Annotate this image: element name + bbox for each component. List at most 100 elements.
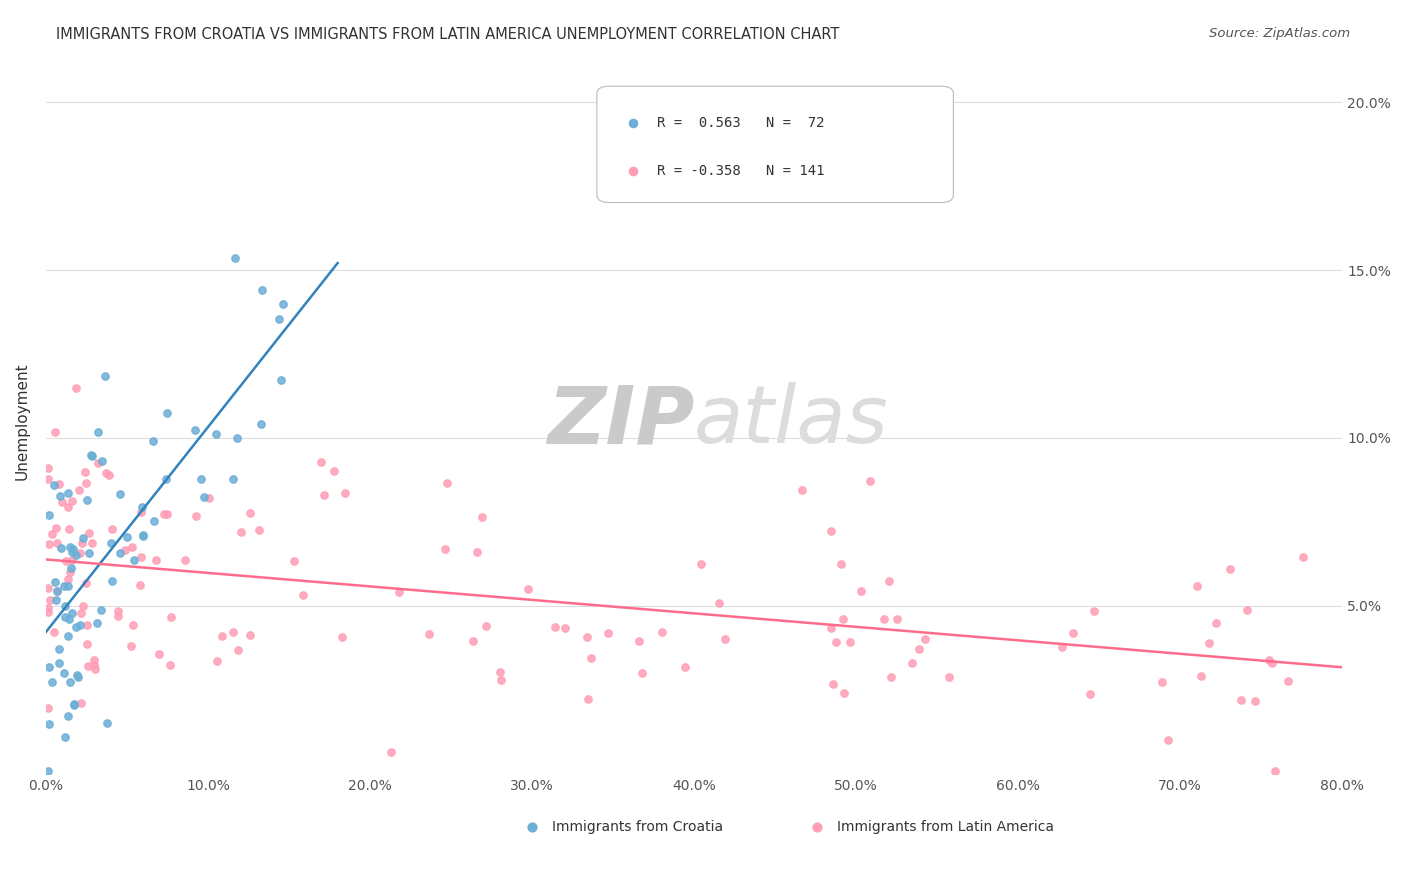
Point — [839, 635, 862, 649]
Point — [673, 659, 696, 673]
Point — [65, 548, 87, 562]
Point — [56, 500, 79, 515]
Point — [37, 472, 59, 486]
Point — [221, 472, 243, 486]
Point — [45, 584, 67, 599]
Point — [58, 522, 80, 536]
Point — [333, 486, 356, 500]
Point — [46, 535, 69, 549]
Point — [651, 624, 673, 639]
Point — [75, 476, 97, 491]
Point — [80, 449, 103, 463]
Point — [153, 507, 176, 521]
Text: Immigrants from Latin America: Immigrants from Latin America — [837, 820, 1053, 834]
Point — [380, 744, 402, 758]
Point — [41, 527, 63, 541]
Point — [859, 474, 882, 488]
Point — [70, 696, 93, 710]
Point — [1230, 693, 1253, 707]
Point — [53, 610, 76, 624]
Point — [1080, 687, 1102, 701]
Point — [69, 618, 91, 632]
Point — [576, 631, 599, 645]
Point — [86, 616, 108, 631]
Point — [226, 431, 249, 445]
Point — [37, 764, 59, 778]
Point — [211, 629, 233, 643]
Point — [309, 455, 332, 469]
Point — [67, 483, 90, 497]
Point — [467, 545, 489, 559]
Point — [37, 601, 59, 615]
Point — [322, 464, 344, 478]
Point — [155, 473, 177, 487]
Point — [107, 609, 129, 624]
Point — [226, 642, 249, 657]
Point — [80, 536, 103, 550]
Point — [65, 381, 87, 395]
Point — [37, 605, 59, 619]
Point — [222, 624, 245, 639]
Text: Immigrants from Croatia: Immigrants from Croatia — [551, 820, 723, 834]
Point — [38, 593, 60, 607]
Point — [38, 717, 60, 731]
Point — [184, 424, 207, 438]
Point — [197, 491, 219, 505]
Point — [59, 541, 82, 555]
Point — [880, 670, 903, 684]
Point — [98, 468, 121, 483]
Point — [832, 686, 855, 700]
Point — [67, 670, 90, 684]
Point — [908, 641, 931, 656]
Point — [132, 528, 155, 542]
Point — [707, 596, 730, 610]
Point — [129, 550, 152, 565]
Point — [145, 553, 167, 567]
Point — [1205, 616, 1227, 631]
Point — [224, 251, 246, 265]
Point — [271, 297, 294, 311]
Point — [41, 675, 63, 690]
Point — [1198, 636, 1220, 650]
Point — [690, 557, 713, 571]
Point — [544, 620, 567, 634]
FancyBboxPatch shape — [598, 87, 953, 202]
Point — [60, 494, 83, 508]
Point — [84, 662, 107, 676]
Point — [73, 465, 96, 479]
Point — [1052, 640, 1074, 654]
Point — [100, 522, 122, 536]
Point — [115, 530, 138, 544]
Point — [59, 566, 82, 580]
Point — [94, 369, 117, 384]
Point — [55, 554, 77, 568]
Point — [205, 655, 228, 669]
Point — [114, 542, 136, 557]
Point — [269, 312, 291, 326]
Point — [250, 283, 273, 297]
Point — [142, 434, 165, 449]
Point — [122, 618, 145, 632]
Point — [1264, 764, 1286, 778]
Point — [38, 659, 60, 673]
Point — [48, 656, 70, 670]
Point — [471, 509, 494, 524]
Point — [60, 553, 83, 567]
Point — [48, 642, 70, 657]
Point — [44, 574, 66, 589]
Point — [58, 629, 80, 643]
Point — [45, 521, 67, 535]
Point — [42, 625, 65, 640]
Point — [790, 483, 813, 498]
Point — [832, 612, 855, 626]
Text: IMMIGRANTS FROM CROATIA VS IMMIGRANTS FROM LATIN AMERICA UNEMPLOYMENT CORRELATIO: IMMIGRANTS FROM CROATIA VS IMMIGRANTS FR… — [56, 27, 839, 42]
Point — [714, 632, 737, 647]
Point — [101, 574, 124, 589]
Point — [1261, 656, 1284, 670]
Text: R =  0.563   N =  72: R = 0.563 N = 72 — [657, 116, 824, 130]
Point — [129, 505, 152, 519]
Point — [76, 493, 98, 508]
Point — [45, 584, 67, 599]
Point — [314, 488, 336, 502]
Point — [51, 495, 73, 509]
